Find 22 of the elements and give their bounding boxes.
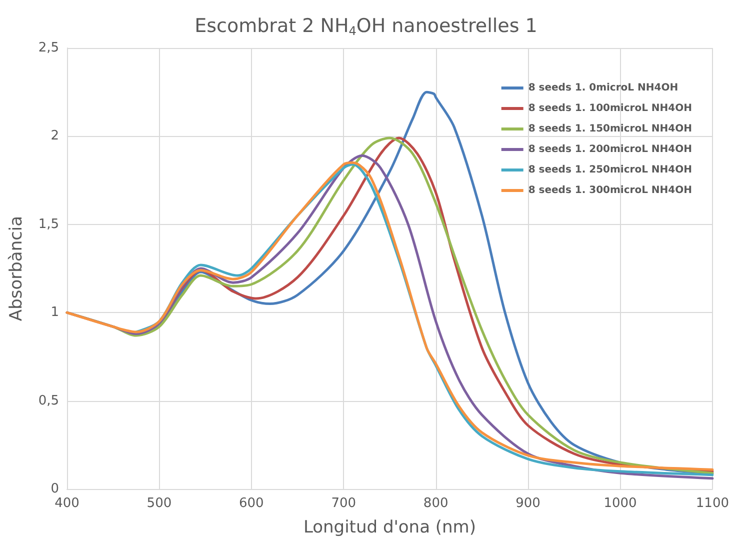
x-tick-label: 500: [146, 496, 172, 511]
x-axis-title: Longitud d'ona (nm): [303, 518, 476, 538]
x-tick-label: 400: [54, 496, 80, 511]
x-tick-label: 800: [423, 496, 448, 511]
x-tick-label: 700: [331, 496, 356, 511]
legend-label: 8 seeds 1. 150microL NH4OH: [528, 124, 692, 134]
y-tick-label: 2: [50, 128, 59, 144]
legend-label: 8 seeds 1. 100microL NH4OH: [528, 103, 692, 114]
y-axis-title: Absorbància: [6, 216, 26, 322]
x-tick-label: 600: [239, 496, 264, 511]
y-tick-label: 0: [50, 482, 59, 496]
y-tick-label: 1,5: [38, 216, 59, 232]
x-tick-label: 900: [516, 496, 540, 511]
legend-label: 8 seeds 1. 200microL NH4OH: [528, 144, 692, 155]
x-tick-label: 1000: [604, 496, 637, 511]
y-tick-label: 0,5: [38, 393, 59, 408]
y-tick-label: 1: [50, 305, 59, 320]
x-tick-label: 1100: [696, 496, 730, 511]
y-tick-label: 2,5: [38, 40, 59, 56]
legend-label: 8 seeds 1. 300microL NH4OH: [528, 185, 692, 196]
legend-label: 8 seeds 1. 250microL NH4OH: [528, 164, 692, 176]
legend-label: 8 seeds 1. 0microL NH4OH: [528, 82, 678, 94]
